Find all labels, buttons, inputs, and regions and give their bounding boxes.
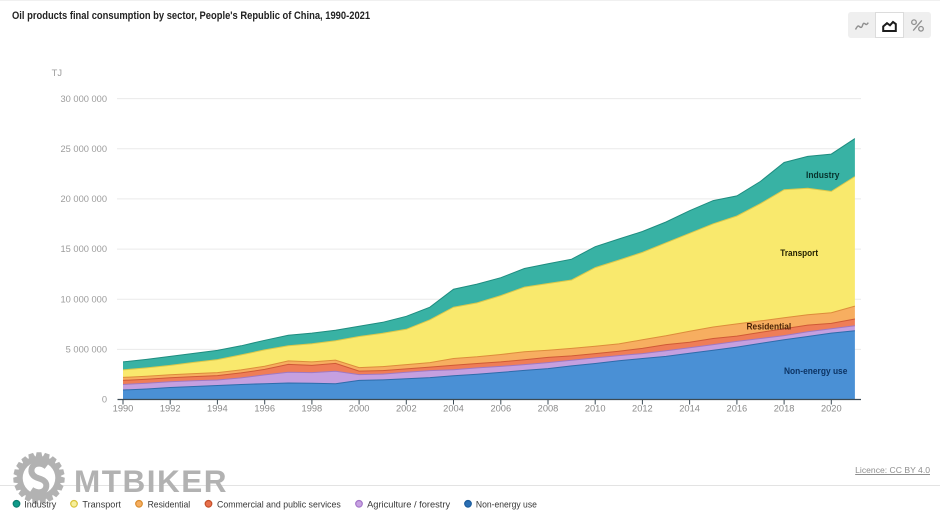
svg-text:Transport: Transport <box>780 248 818 258</box>
svg-text:1990: 1990 <box>113 404 134 414</box>
svg-text:30 000 000: 30 000 000 <box>60 94 107 104</box>
svg-text:Residential: Residential <box>148 499 191 510</box>
svg-text:Non-energy use: Non-energy use <box>476 499 537 510</box>
svg-text:1994: 1994 <box>207 404 228 414</box>
svg-text:25 000 000: 25 000 000 <box>60 144 107 154</box>
svg-text:2014: 2014 <box>679 404 700 414</box>
svg-text:15 000 000: 15 000 000 <box>60 244 107 254</box>
svg-text:2020: 2020 <box>821 404 842 414</box>
svg-text:20 000 000: 20 000 000 <box>60 194 107 204</box>
svg-text:0: 0 <box>102 395 107 405</box>
svg-text:2010: 2010 <box>585 404 606 414</box>
svg-text:Industry: Industry <box>806 170 840 180</box>
svg-text:TJ: TJ <box>52 68 62 78</box>
svg-text:2002: 2002 <box>396 404 417 414</box>
svg-text:2016: 2016 <box>727 404 748 414</box>
svg-text:Commercial and public services: Commercial and public services <box>217 499 341 510</box>
svg-text:5 000 000: 5 000 000 <box>66 345 107 355</box>
svg-text:2012: 2012 <box>632 404 653 414</box>
svg-text:Industry: Industry <box>24 499 56 510</box>
svg-text:10 000 000: 10 000 000 <box>60 294 107 304</box>
svg-text:2004: 2004 <box>443 404 464 414</box>
svg-text:Non-energy use: Non-energy use <box>784 366 847 376</box>
svg-text:2006: 2006 <box>490 404 511 414</box>
svg-text:1996: 1996 <box>254 404 275 414</box>
svg-text:Agriculture / forestry: Agriculture / forestry <box>367 499 450 510</box>
svg-text:Residential: Residential <box>747 321 792 331</box>
svg-text:1998: 1998 <box>302 404 323 414</box>
svg-text:2008: 2008 <box>538 404 559 414</box>
svg-text:1992: 1992 <box>160 404 181 414</box>
svg-text:2018: 2018 <box>774 404 795 414</box>
svg-text:Transport: Transport <box>82 499 121 510</box>
svg-text:2000: 2000 <box>349 404 370 414</box>
